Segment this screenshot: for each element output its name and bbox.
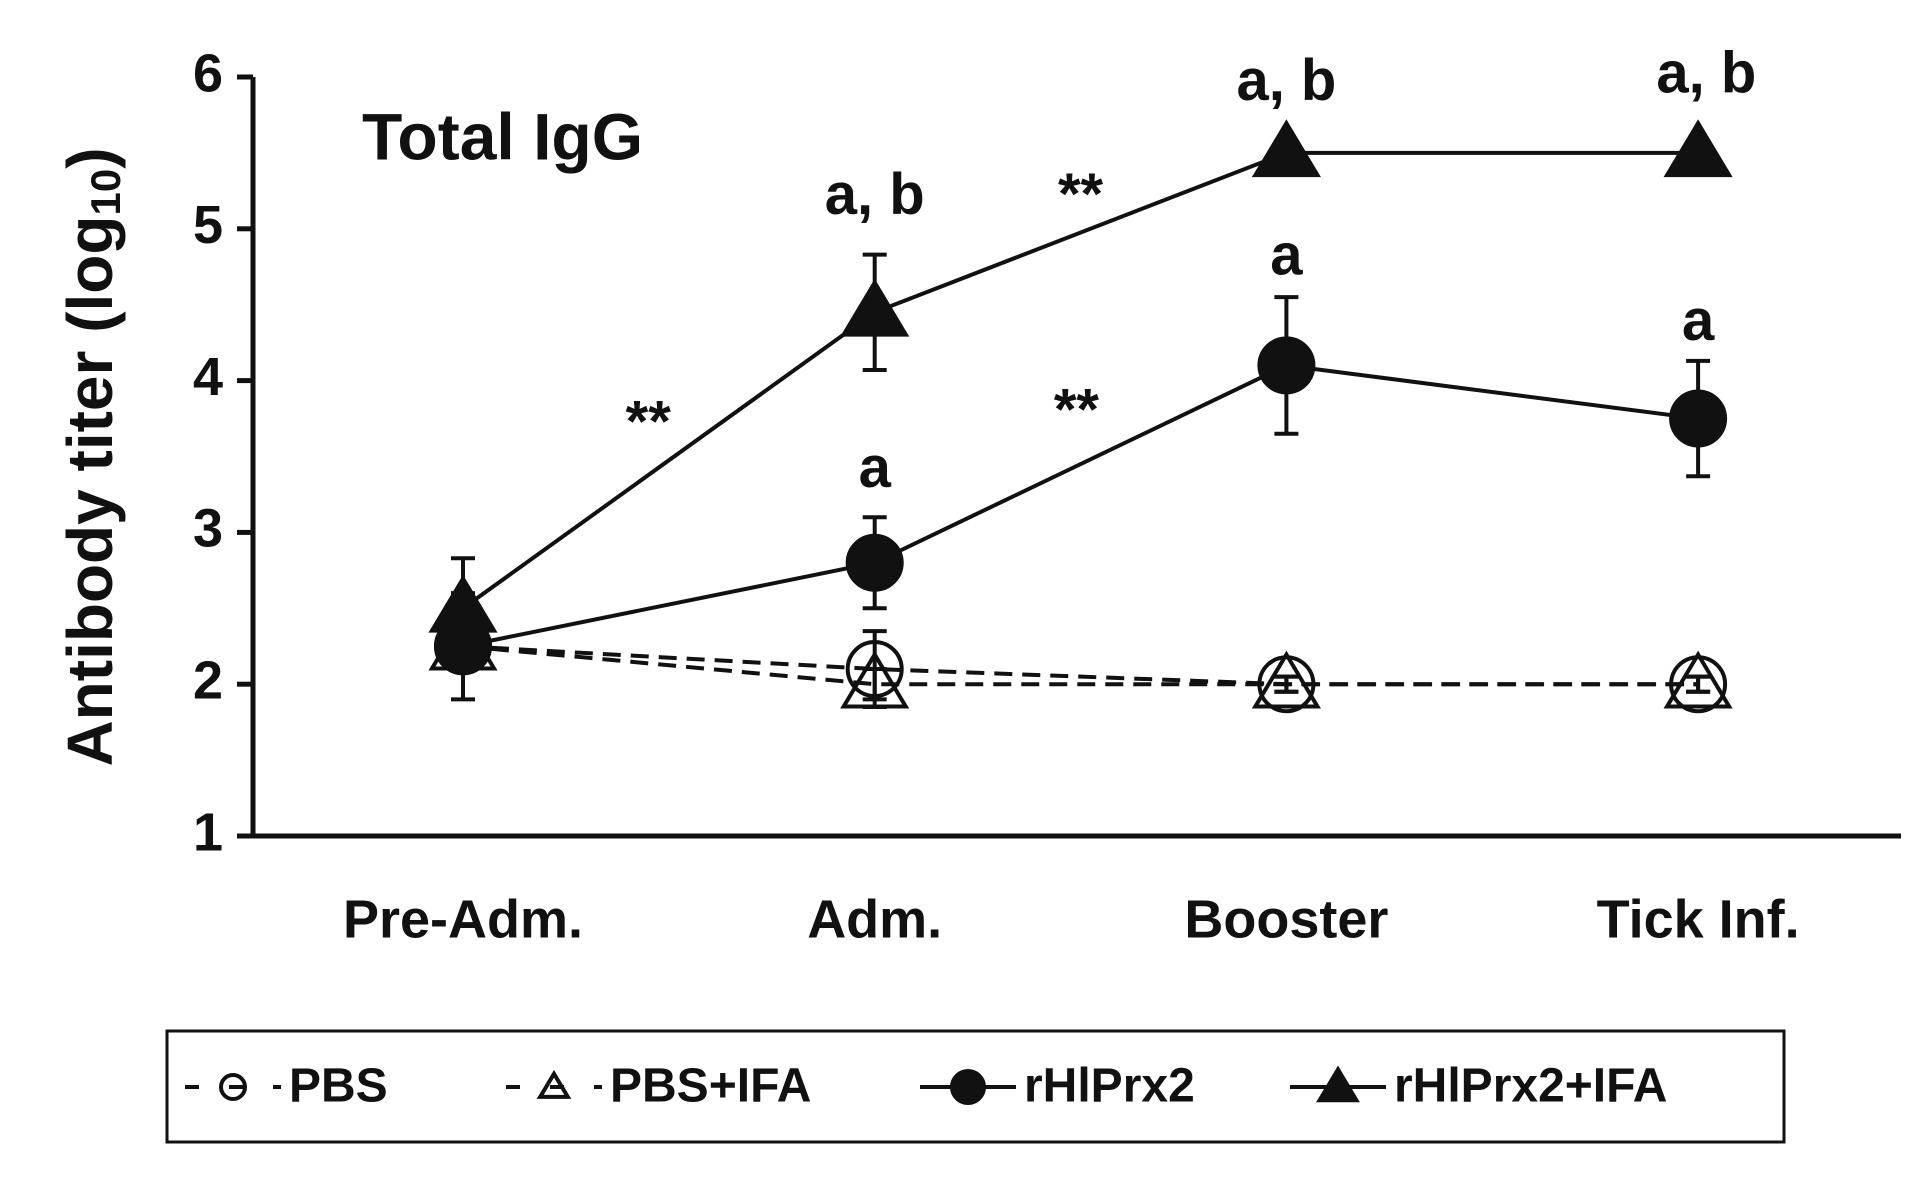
legend-marker (950, 1069, 986, 1105)
legend-label: PBS+IFA (610, 1060, 811, 1113)
legend-label: rHlPrx2+IFA (1394, 1060, 1667, 1113)
series-line (462, 644, 1699, 687)
y-label-end: ) (54, 147, 126, 168)
chart-subtitle: Total IgG (362, 99, 643, 173)
data-point (1663, 119, 1733, 178)
data-point (840, 650, 910, 709)
y-axis-label: Antibody titer (log10) (54, 147, 129, 766)
legend-label: rHlPrx2 (1024, 1060, 1195, 1113)
data-point (428, 574, 498, 633)
annotation: a, b (1656, 40, 1756, 105)
data-point (1669, 389, 1728, 448)
x-tick-label: Booster (1184, 889, 1388, 949)
data-point (845, 533, 904, 592)
legend-marker (219, 1073, 247, 1101)
x-tick-label: Pre-Adm. (343, 889, 583, 949)
y-label-text: Antibody titer (log (54, 216, 126, 767)
legend-box (165, 1029, 1786, 1144)
annotation: a, b (825, 162, 925, 227)
series-line (462, 644, 1699, 687)
y-tick-label: 2 (193, 650, 223, 710)
y-tick-label: 3 (193, 499, 223, 559)
y-tick-label: 6 (193, 43, 223, 103)
x-tick-label: Adm. (807, 889, 942, 949)
legend-marker (536, 1069, 572, 1099)
annotation: a (859, 435, 892, 500)
data-point (1257, 336, 1316, 395)
legend-label: PBS (289, 1060, 388, 1113)
annotation: a (1270, 222, 1303, 287)
y-tick-label: 5 (193, 195, 223, 255)
data-point (1663, 650, 1733, 709)
annotation: a (1682, 288, 1715, 353)
annotation: ** (1054, 377, 1100, 442)
y-tick-label: 4 (193, 347, 223, 407)
series-line (461, 150, 1699, 610)
data-point (1251, 119, 1321, 178)
annotation: ** (1058, 162, 1104, 227)
x-tick-label: Tick Inf. (1597, 889, 1800, 949)
series-line (462, 363, 1699, 649)
annotation: a, b (1236, 48, 1336, 113)
data-point (840, 278, 910, 337)
y-tick-label: 1 (193, 802, 223, 862)
legend-marker (1316, 1065, 1360, 1103)
data-point (1251, 650, 1321, 709)
y-label-sub: 10 (82, 169, 129, 216)
annotation: ** (626, 389, 672, 454)
